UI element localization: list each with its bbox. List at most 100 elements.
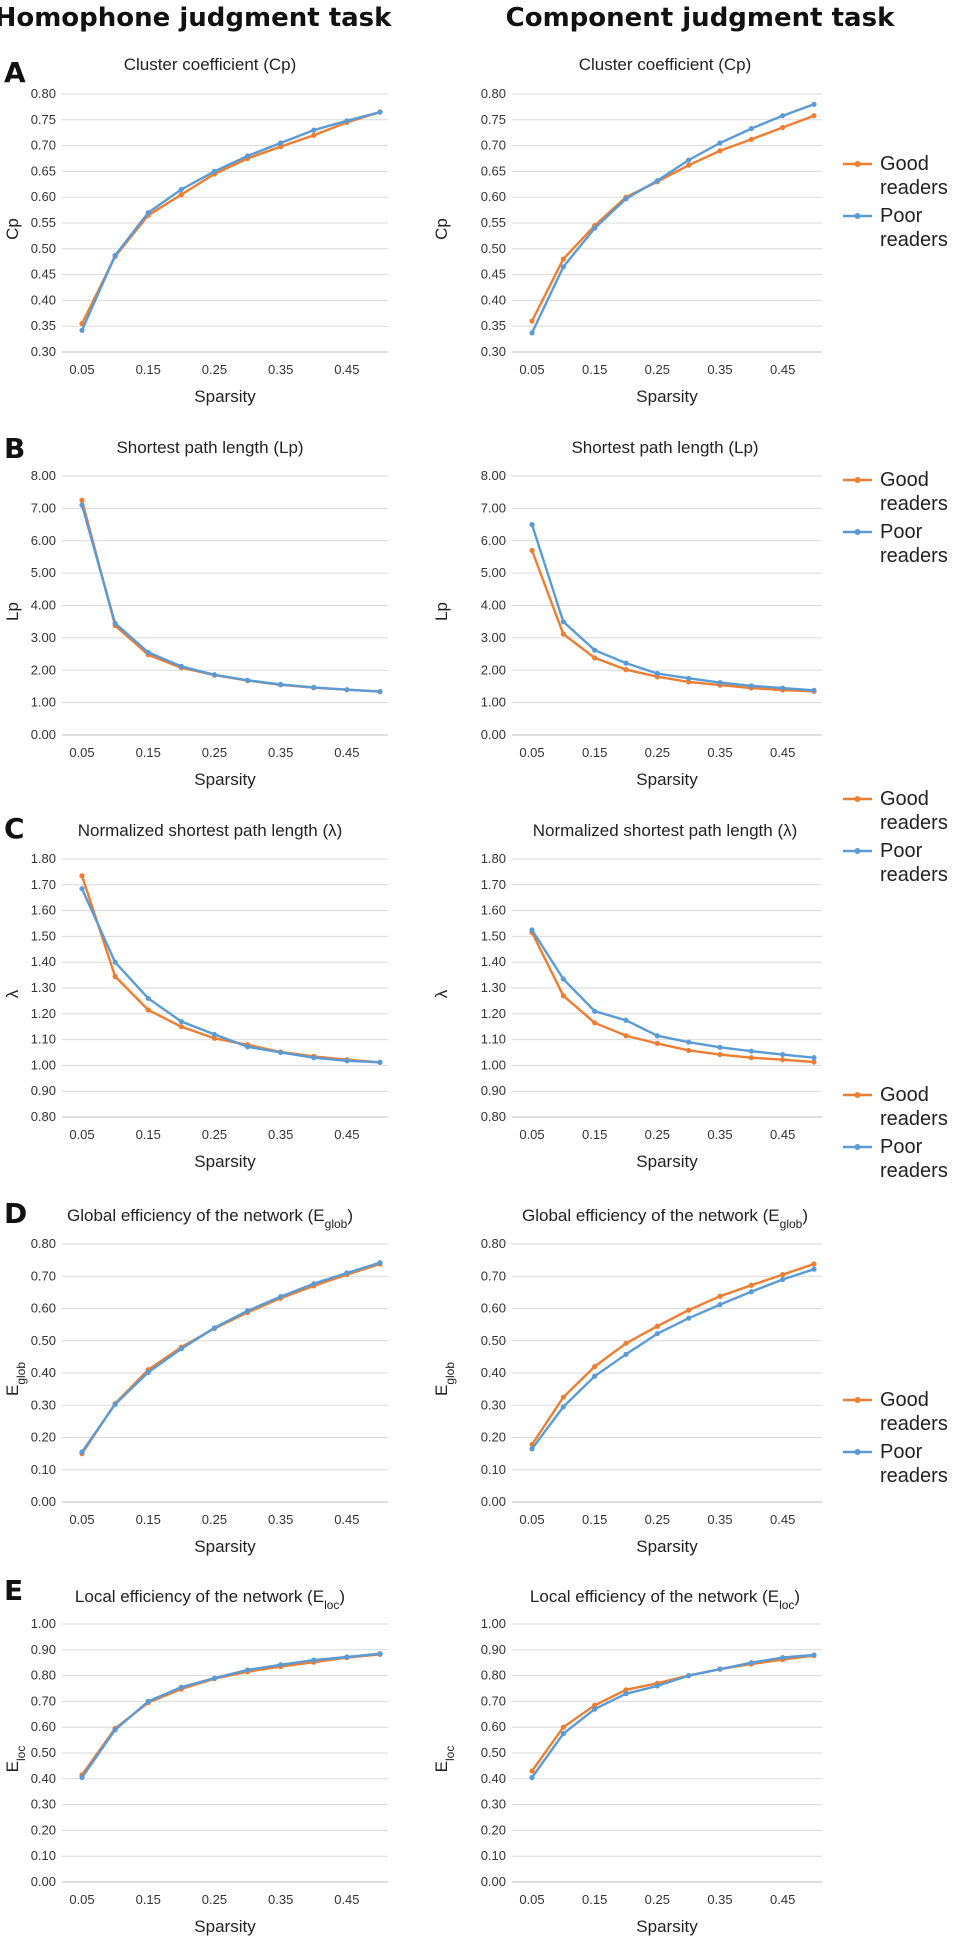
data-point-poor [278,1662,284,1668]
y-tick-label: 0.80 [481,1236,506,1251]
y-tick-label: 0.60 [31,1719,56,1734]
x-tick-label: 0.25 [202,362,227,377]
data-point-good [592,1702,598,1708]
y-tick-label: 0.20 [481,1822,506,1837]
data-point-poor [112,620,118,626]
y-tick-label: 7.00 [31,500,56,515]
y-tick-label: 0.40 [31,292,56,307]
y-axis-label: Eglob [3,1362,28,1396]
chart-d-right: Global efficiency of the network (Eglob)… [432,1206,822,1556]
data-point-poor [278,140,284,146]
data-point-good [686,1307,692,1313]
y-tick-label: 0.60 [31,189,56,204]
panel-letter-e: E [4,1574,23,1607]
y-axis-label-subscript: loc [14,1746,28,1761]
data-point-good [529,547,535,554]
legend-label: Poor [880,205,923,227]
data-point-good [623,1687,629,1693]
data-point-poor [211,168,218,174]
data-point-poor [811,1055,817,1061]
y-tick-label: 0.60 [481,1301,506,1316]
chart-title-subscript: loc [324,1598,339,1612]
legend-marker-poor [854,1144,861,1150]
data-point-good [178,1024,184,1030]
legend-marker-good [854,161,861,167]
data-point-poor [145,1369,151,1375]
chart-b-left: Shortest path length (Lp) 0.00 1.00 2.00 3.0… [3,438,388,789]
x-tick-label: 0.25 [202,1127,227,1142]
chart-a-left: Cluster coefficient (Cp) 0.30 0.35 0.40 0.45… [3,55,388,406]
series-line-good [531,1654,815,1772]
data-point-good [79,873,85,879]
legend-label: Good [880,1084,929,1106]
y-tick-label: 0.20 [31,1430,56,1445]
y-tick-label: 0.50 [481,1745,506,1760]
chart-title: Shortest path length (Lp) [571,438,758,457]
data-point-poor [717,1044,723,1050]
data-point-poor [178,1018,184,1025]
y-tick-label: 3.00 [31,630,56,645]
legend-label: readers [880,229,948,251]
chart-title: Cluster coefficient (Cp) [124,55,297,74]
y-tick-label: 6.00 [481,533,506,548]
data-point-poor [560,264,566,270]
y-tick-label: 0.60 [481,1719,506,1734]
data-point-poor [344,118,350,124]
data-point-poor [529,1774,535,1781]
data-point-poor [529,927,535,933]
y-axis-label: λ [432,989,451,998]
data-point-good [686,679,692,685]
data-point-poor [145,649,151,656]
x-tick-label: 0.25 [645,1892,670,1907]
data-point-poor [529,521,535,528]
data-point-good [686,162,692,168]
data-point-poor [178,663,184,669]
y-tick-label: 0.55 [481,215,506,230]
legend-label: Poor [880,521,923,543]
data-point-good [560,1724,566,1730]
y-tick-label: 5.00 [481,565,506,580]
data-point-poor [811,1266,817,1272]
y-tick-label: 0.55 [31,215,56,230]
y-tick-label: 1.00 [481,1616,506,1631]
y-tick-label: 0.10 [481,1462,506,1477]
y-tick-label: 1.40 [481,954,506,969]
data-point-good [145,1007,151,1013]
data-point-good [717,148,723,154]
data-point-poor [686,157,692,163]
y-axis-label: Eloc [3,1746,28,1773]
y-tick-label: 0.10 [31,1462,56,1477]
data-point-poor [377,1059,383,1065]
series-line-poor [80,504,381,693]
y-axis-label: Eglob [432,1362,457,1396]
y-tick-label: 0.40 [481,292,506,307]
y-tick-label: 0.30 [31,1397,56,1412]
x-tick-label: 0.05 [519,1127,544,1142]
chart-title: Local efficiency of the network (Eloc) [530,1587,800,1612]
data-point-good [211,1035,218,1041]
data-point-poor [79,886,85,892]
data-point-poor [211,1675,218,1681]
series-line-good [530,114,815,322]
data-point-poor [811,687,817,693]
y-axis-label: Lp [432,602,451,621]
y-tick-label: 0.90 [31,1642,56,1657]
y-tick-label: 0.00 [481,1874,506,1889]
data-point-poor [79,327,85,333]
x-axis-label: Sparsity [636,1152,698,1171]
data-point-good [748,136,754,143]
data-point-poor [278,1293,284,1300]
y-tick-label: 0.00 [31,1874,56,1889]
data-point-poor [178,186,184,193]
panel-letter-a: A [4,56,26,89]
series-line-good [80,1262,381,1455]
legend-marker-good [854,1092,861,1098]
data-point-poor [748,1660,754,1666]
data-point-good [780,1057,786,1063]
x-axis-label: Sparsity [636,1917,698,1936]
x-tick-label: 0.25 [645,362,670,377]
x-tick-label: 0.05 [519,362,544,377]
y-tick-label: 0.80 [31,1668,56,1683]
data-point-poor [560,619,566,625]
